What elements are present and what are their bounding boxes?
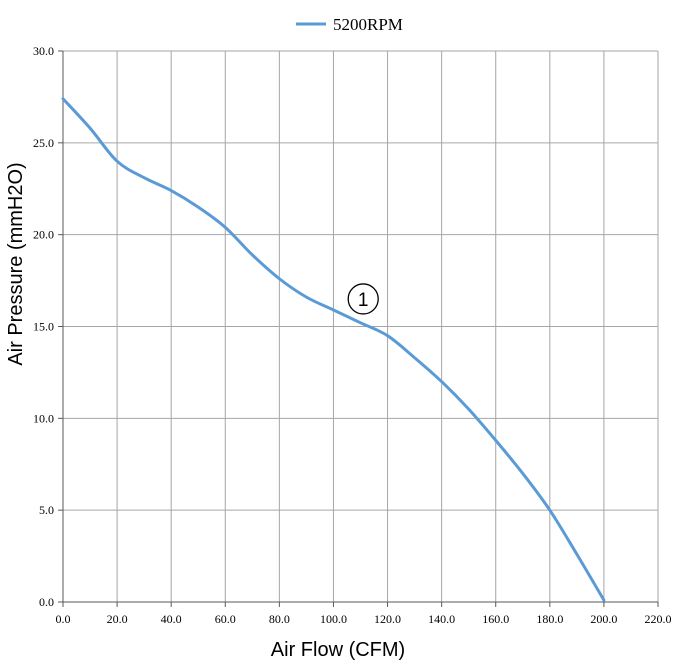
x-tick-label: 20.0 [107,612,128,626]
x-tick-label: 80.0 [269,612,290,626]
x-tick-label: 60.0 [215,612,236,626]
x-tick-label: 40.0 [161,612,182,626]
grid [62,50,659,603]
y-tick-label: 15.0 [33,320,54,334]
x-tick-label: 0.0 [56,612,71,626]
annotation-circle [347,283,379,315]
x-tick-label: 120.0 [374,612,401,626]
y-tick-label: 5.0 [39,503,54,517]
series-layer [61,97,606,602]
y-tick-label: 0.0 [39,595,54,609]
y-tick-label: 20.0 [33,228,54,242]
x-tick-label: 140.0 [428,612,455,626]
legend: 5200RPM [296,15,403,34]
x-tick-label: 160.0 [482,612,509,626]
x-tick-label: 200.0 [590,612,617,626]
x-axis-label: Air Flow (CFM) [271,639,405,661]
axes: 0.0 20.0 40.0 60.0 80.0 100.0 120.0 140.0 160.0 1… [33,44,672,626]
series-line [61,97,606,602]
x-tick-label: 100.0 [320,612,347,626]
x-tick-label: 180.0 [536,612,563,626]
y-axis-label: Air Pressure (mmH2O) [5,162,27,365]
annotations: 1 [347,283,379,315]
legend-label: 5200RPM [333,15,403,34]
annotation-label: 1 [358,290,369,311]
y-tick-label: 25.0 [33,136,54,150]
y-tick-label: 10.0 [33,411,54,425]
y-tick-label: 30.0 [33,44,54,58]
x-tick-label: 220.0 [645,612,672,626]
